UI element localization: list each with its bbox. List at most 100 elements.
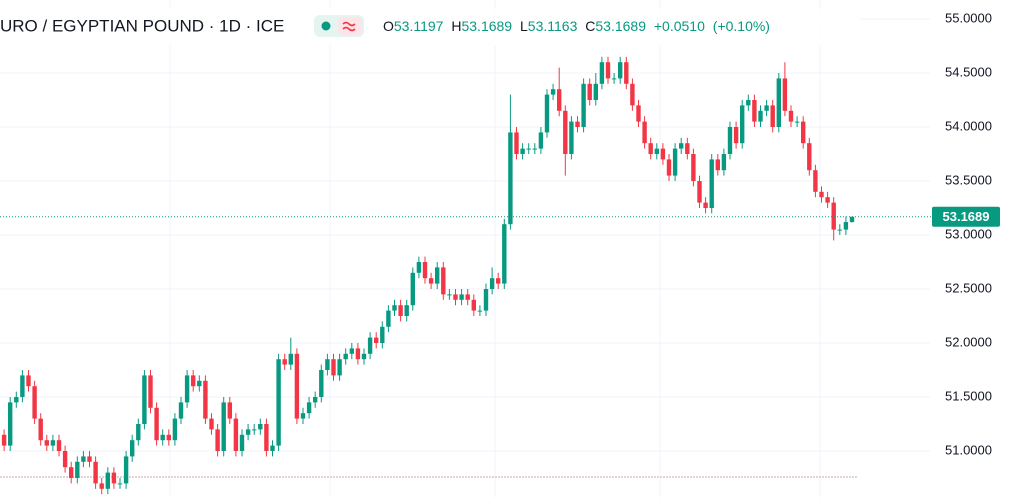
candle-body	[416, 261, 422, 273]
candle-body	[465, 294, 470, 300]
candle-body	[752, 100, 757, 122]
y-tick-label: 51.0000	[945, 442, 992, 457]
candle-body	[428, 278, 434, 284]
candle-body	[221, 402, 226, 451]
alert-icon	[342, 21, 356, 32]
candle-body	[252, 429, 257, 431]
candle-body	[148, 375, 153, 408]
candle-body	[544, 94, 550, 133]
candle-body	[477, 310, 483, 312]
candle-body	[837, 229, 842, 231]
candle-body	[105, 472, 110, 489]
candle-body	[367, 337, 373, 354]
legend-value: 53.1689	[595, 18, 646, 34]
candle-body	[831, 202, 836, 230]
candles	[0, 56, 932, 495]
candle-body	[538, 132, 544, 149]
candle-body	[740, 105, 745, 144]
y-tick-label: 52.0000	[945, 334, 992, 349]
candle-body	[282, 359, 287, 365]
candle-body	[69, 467, 74, 478]
candle-body	[733, 127, 739, 144]
candle-body	[288, 353, 293, 365]
candle-body	[550, 89, 556, 95]
y-tick-label: 51.5000	[945, 388, 992, 403]
candle-body	[392, 305, 397, 311]
candle-body	[581, 83, 586, 128]
candle-body	[435, 267, 440, 284]
y-tick-label: 53.5000	[945, 172, 992, 187]
candle-body	[130, 440, 135, 457]
candle-body	[788, 110, 794, 122]
candle-body	[166, 434, 171, 441]
candle-body	[306, 402, 312, 414]
candle-body	[20, 375, 25, 397]
candle-body	[776, 78, 781, 128]
candle-body	[563, 110, 568, 155]
candle-body	[93, 461, 98, 484]
candle-body	[758, 110, 763, 122]
candle-body	[111, 472, 117, 484]
candle-body	[123, 456, 129, 484]
candle-body	[62, 450, 68, 468]
candle-body	[154, 407, 159, 441]
candle-body	[136, 423, 141, 441]
grid	[0, 0, 930, 497]
candle-body	[764, 105, 769, 111]
candle-body	[319, 369, 324, 397]
candle-body	[825, 197, 830, 203]
candle-body	[575, 121, 580, 128]
y-tick-label: 52.5000	[945, 280, 992, 295]
legend-key: O	[383, 18, 394, 34]
candle-body	[849, 216, 855, 223]
candle-body	[642, 121, 647, 144]
candle-body	[276, 359, 281, 446]
y-tick-label: 55.0000	[945, 10, 992, 25]
candle-body	[715, 159, 720, 171]
candle-body	[14, 396, 19, 403]
candle-body	[801, 121, 806, 144]
candle-body	[87, 456, 92, 462]
candle-body	[746, 100, 751, 106]
candle-body	[99, 483, 104, 489]
candle-body	[294, 353, 300, 419]
candle-body	[593, 83, 598, 101]
candle-body	[270, 445, 275, 451]
candle-body	[679, 143, 684, 149]
candle-body	[227, 402, 232, 419]
candle-body	[630, 83, 635, 106]
candle-body	[349, 348, 354, 354]
candle-body	[599, 62, 605, 84]
candle-body	[337, 359, 342, 376]
candle-body	[557, 89, 562, 111]
candle-body	[721, 154, 727, 171]
candle-body	[618, 62, 623, 79]
ohlc-legend: O53.1197 H53.1689 L53.1163 C53.1689 +0.0…	[383, 18, 770, 34]
y-tick-label: 54.5000	[945, 64, 992, 79]
candle-body	[209, 418, 214, 430]
candle-body	[422, 261, 428, 279]
candle-body	[32, 386, 37, 419]
candle-body	[404, 305, 409, 316]
candle-body	[172, 418, 178, 441]
candle-body	[636, 105, 641, 122]
candle-body	[483, 288, 489, 311]
candle-body	[727, 127, 733, 155]
candle-body	[343, 353, 348, 360]
candle-body	[300, 413, 306, 419]
alert-badge	[338, 17, 362, 35]
legend-value: 53.1197	[394, 18, 444, 34]
legend-change: +0.0510	[654, 18, 705, 34]
candle-body	[453, 294, 458, 300]
candle-body	[410, 272, 415, 306]
candle-body	[624, 62, 629, 84]
candle-body	[502, 224, 507, 284]
last-price-label: 53.1689	[943, 209, 990, 224]
candle-body	[1, 434, 7, 446]
candle-body	[38, 418, 43, 441]
candle-body	[44, 440, 49, 446]
candle-body	[496, 278, 501, 284]
candle-body	[258, 423, 263, 430]
